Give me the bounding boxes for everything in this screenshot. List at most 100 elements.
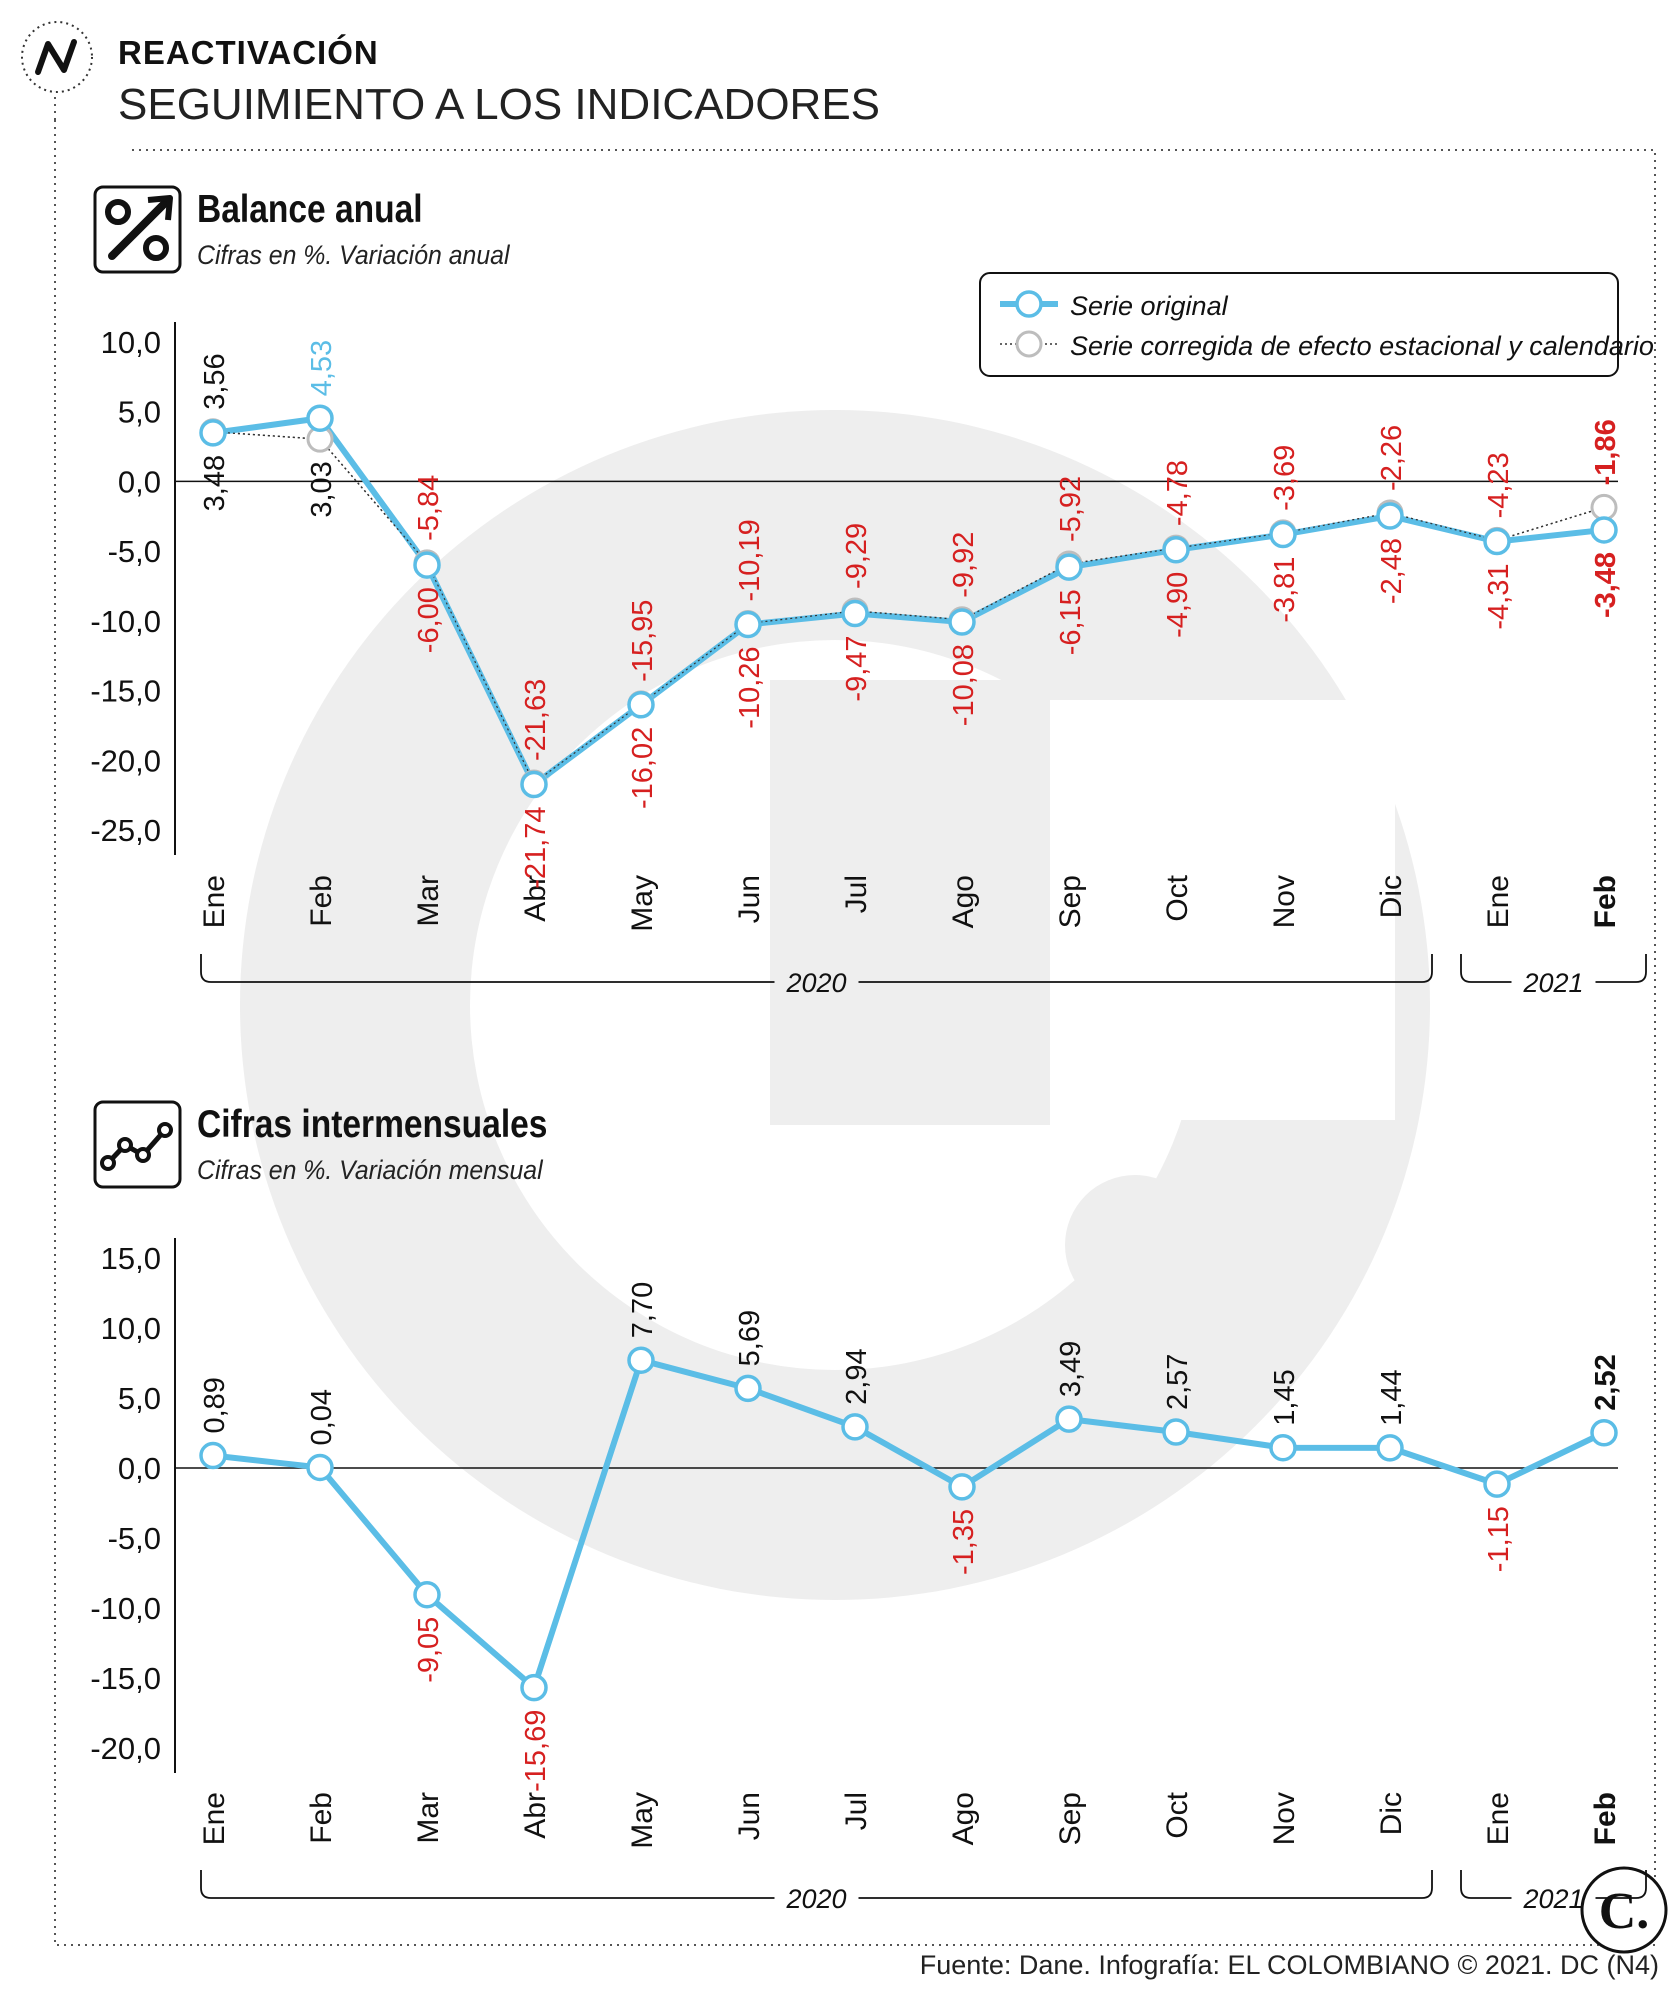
c1-value-label-upper: -9,29 [841,523,873,589]
c1-value-label-upper: -15,95 [627,600,659,682]
c2-y-tick-label: -5,0 [108,1521,161,1556]
c1-original-point [1483,527,1511,556]
c1-original-point [1376,502,1404,530]
c1-original-point [520,770,548,799]
c2-x-tick-label: Feb [1589,1792,1622,1845]
c1-original-point [627,691,655,719]
c1-value-label-upper: -2,26 [1376,425,1408,491]
c1-year-label: 2020 [785,968,846,998]
c2-original-point [306,1453,334,1482]
c1-corrected-series-overlay [212,431,1605,784]
c1-y-tick-label: 10,0 [101,325,161,360]
c2-original-point [520,1673,548,1702]
c1-value-label-lower: -6,00 [413,587,445,653]
c1-y-tick-label: -20,0 [90,743,161,778]
c1-value-label-lower: -21,74 [520,807,552,889]
c1-original-point [1055,553,1083,581]
c1-y-tick-label: -10,0 [90,604,161,639]
c2-original-point [413,1580,441,1609]
c1-x-tick-label: Nov [1268,875,1301,928]
c1-original-point [734,610,762,639]
c1-x-tick-label: Feb [305,875,338,927]
source-note: Fuente: Dane. Infografía: EL COLOMBIANO … [919,1950,1659,1980]
c2-x-tick-label: Dic [1375,1792,1408,1835]
c2-x-tick-label: Ene [1482,1792,1515,1845]
reactivation-icon [21,21,93,93]
c2-year-bracket [1460,1870,1647,1899]
c2-x-tick-label: Sep [1054,1792,1087,1845]
c1-year-label: 2021 [1522,968,1583,998]
c2-x-tick-label: Ago [947,1792,980,1845]
c2-x-tick-label: Ene [198,1792,231,1845]
c2-value-label: 3,49 [1055,1341,1087,1397]
c2-original-point [948,1473,976,1501]
chart1-subtitle: Cifras en %. Variación anual [197,240,510,270]
c2-original-point [627,1346,655,1374]
c1-value-label-lower: -4,90 [1162,572,1194,638]
c2-original-point [1590,1418,1618,1447]
c2-original-point [841,1413,869,1441]
c1-value-label-lower: -10,26 [734,646,766,728]
c2-y-tick-label: -20,0 [90,1731,161,1766]
c1-value-label-lower: -3,48 [1590,552,1622,618]
c2-x-tick-label: Mar [412,1792,445,1844]
c2-original-series-line [212,1357,1606,1691]
c2-value-label: -15,69 [520,1710,552,1792]
c1-value-label-lower: -3,81 [1269,557,1301,623]
c1-original-point [306,404,334,433]
legend-corrected-marker [1015,330,1043,358]
c2-y-tick-label: -15,0 [90,1661,161,1696]
c2-y-tick-label: 10,0 [101,1311,161,1346]
c1-value-label-upper: -21,63 [520,679,552,761]
c1-original-series-line [212,415,1605,788]
c1-x-tick-label: Dic [1375,875,1408,918]
c1-value-label-lower: 3,48 [199,455,231,511]
c1-original-point [1590,516,1618,544]
c1-value-label-upper: -1,86 [1590,419,1622,485]
percent-arrow-icon [93,185,182,274]
c1-original-point [199,419,227,447]
trend-line-icon [93,1100,182,1189]
annual-balance-chart: Serie original Serie corregida de efecto … [90,272,1654,998]
watermark-logo [240,410,1430,1600]
legend-original-marker [1015,290,1043,318]
c2-x-tick-label: Jul [840,1792,873,1830]
c2-value-label: 1,45 [1269,1369,1301,1425]
c1-x-tick-label: Sep [1054,875,1087,928]
c1-value-label-upper: -5,92 [1055,476,1087,542]
c1-original-point [1162,535,1190,564]
c1-original-point [413,551,441,579]
c1-x-tick-label: Ene [1482,875,1515,928]
c1-y-tick-label: 0,0 [118,464,161,499]
c2-x-tick-label: Oct [1161,1791,1194,1838]
c1-original-point [841,599,869,628]
chart2-title: Cifras intermensuales [197,1103,548,1146]
c1-value-label-lower: -4,31 [1483,564,1515,630]
c1-y-tick-label: -5,0 [108,534,161,569]
kicker: REACTIVACIÓN [118,34,379,71]
c1-year-bracket [200,954,1433,983]
c2-value-label: 2,94 [841,1348,873,1404]
c2-y-tick-label: 5,0 [118,1381,161,1416]
c1-y-tick-label: 5,0 [118,395,161,430]
page-title: SEGUIMIENTO A LOS INDICADORES [118,80,881,129]
c2-value-label: -9,05 [413,1617,445,1683]
c2-value-label: 0,04 [306,1389,338,1445]
c2-year-bracket [200,1870,1433,1899]
c2-original-point [1055,1405,1083,1433]
dotted-frame [54,120,1656,1946]
c2-value-label: 7,70 [627,1282,659,1338]
c1-x-tick-label: Oct [1161,874,1194,921]
c1-value-label-lower: 3,03 [306,461,338,517]
c1-x-tick-label: Ago [947,875,980,928]
c1-value-label-lower: -6,15 [1055,589,1087,655]
c2-x-tick-label: Jun [733,1792,766,1840]
c1-value-label-upper: -5,84 [413,475,445,541]
c2-original-point [1162,1418,1190,1446]
legend-corrected-label: Serie corregida de efecto estacional y c… [1070,331,1654,361]
c1-value-label-lower: -10,08 [948,644,980,726]
c2-y-tick-label: 15,0 [101,1241,161,1276]
